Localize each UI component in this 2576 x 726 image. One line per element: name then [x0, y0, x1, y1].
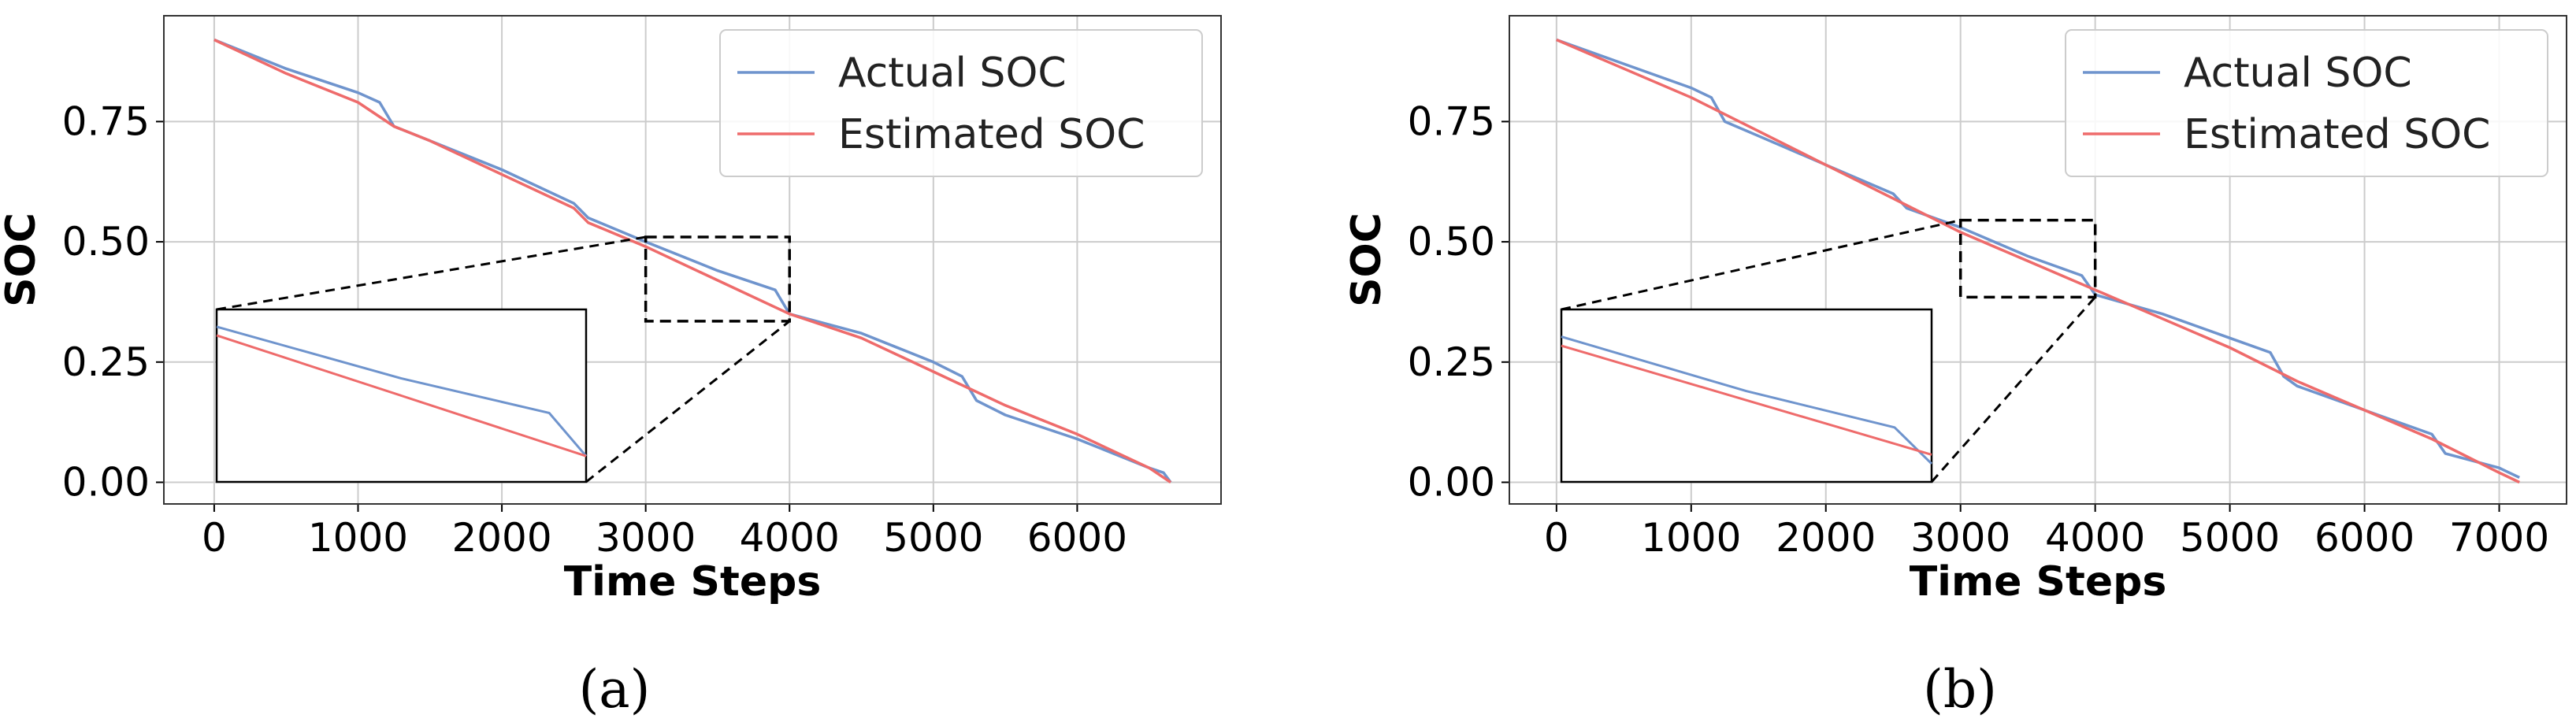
- x-tick-label: 1000: [1641, 515, 1741, 561]
- panel-caption: (b): [1923, 659, 1997, 720]
- inset-actual-soc-line: [216, 325, 588, 457]
- inset-actual-soc-line: [1561, 335, 1933, 465]
- estimated-soc-line: [213, 38, 1172, 483]
- y-tick-label: 0.75: [62, 98, 150, 144]
- x-tick-label: 3000: [596, 515, 696, 561]
- series: [213, 38, 1172, 483]
- zoom-connector-line: [1930, 296, 2096, 483]
- estimated-soc-line: [1556, 38, 2520, 484]
- x-tick-label: 6000: [1027, 515, 1127, 561]
- y-tick-label: 0.25: [62, 339, 150, 385]
- inset-estimated-soc-line: [1561, 344, 1932, 456]
- zoom-indicator: [216, 235, 791, 483]
- x-tick-label: 0: [1544, 515, 1569, 561]
- legend-box: [719, 29, 1203, 177]
- legend-label: Estimated SOC: [2184, 111, 2490, 158]
- x-tick-label: 6000: [2314, 515, 2415, 561]
- zoom-indicator: [1561, 218, 2097, 483]
- y-tick-label: 0.50: [62, 219, 150, 265]
- zoom-connector-line: [1561, 219, 1962, 311]
- x-tick-label: 7000: [2449, 515, 2549, 561]
- plot-frame: [1509, 15, 2567, 505]
- x-tick-label: 0: [202, 515, 227, 561]
- x-tick-label: 5000: [2180, 515, 2280, 561]
- y-tick-label: 0.25: [1408, 339, 1495, 385]
- panel-caption: (a): [579, 659, 651, 720]
- panel-b: 0 1000 2000 3000 4000 5000 6000 7000 0.00 0.25 0.5…: [1343, 15, 2567, 720]
- series: [1556, 38, 2520, 484]
- legend-label: Actual SOC: [838, 50, 1067, 97]
- zoom-box: [644, 235, 791, 323]
- axes: 0 1000 2000 3000 4000 5000 6000 0.00 0.25 0.50 0.7…: [62, 15, 1222, 561]
- zoom-connector-line: [216, 235, 646, 311]
- y-tick-label: 0.75: [1408, 98, 1495, 144]
- y-tick-label: 0.50: [1408, 219, 1495, 265]
- x-tick-label: 1000: [308, 515, 408, 561]
- x-axis-label: Time Steps: [564, 558, 822, 606]
- legend: Actual SOC Estimated SOC: [719, 29, 1203, 177]
- inset-frame: [1560, 308, 1933, 483]
- inset-estimated-soc-line: [216, 334, 587, 457]
- x-tick-label: 5000: [883, 515, 983, 561]
- x-tick-label: 4000: [740, 515, 840, 561]
- inset: [215, 308, 588, 483]
- legend: Actual SOC Estimated SOC: [2065, 29, 2548, 177]
- zoom-connector-line: [585, 320, 791, 483]
- y-axis-label: SOC: [1343, 213, 1390, 307]
- x-tick-label: 4000: [2045, 515, 2145, 561]
- legend-label: Estimated SOC: [838, 111, 1145, 158]
- panel-a: 0 1000 2000 3000 4000 5000 6000 0.00 0.25 0.50 0.7…: [0, 15, 1222, 720]
- x-tick-label: 3000: [1910, 515, 2010, 561]
- y-tick-label: 0.00: [1408, 460, 1495, 506]
- plot-frame: [163, 15, 1222, 505]
- x-tick-label: 2000: [1776, 515, 1876, 561]
- x-axis-label: Time Steps: [1910, 558, 2167, 606]
- y-axis-label: SOC: [0, 213, 45, 307]
- axes: 0 1000 2000 3000 4000 5000 6000 7000 0.00 0.25 0.5…: [1408, 15, 2567, 561]
- inset: [1560, 308, 1933, 483]
- x-tick-label: 2000: [451, 515, 551, 561]
- zoom-box: [1958, 218, 2097, 299]
- actual-soc-line: [213, 38, 1172, 483]
- legend-box: [2065, 29, 2548, 177]
- legend-label: Actual SOC: [2184, 50, 2412, 97]
- y-tick-label: 0.00: [62, 460, 150, 506]
